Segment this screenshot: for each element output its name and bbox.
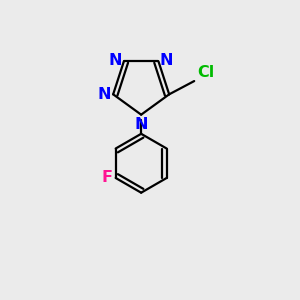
Text: N: N [134,117,148,132]
Text: N: N [108,53,122,68]
Text: F: F [101,170,112,185]
Text: N: N [160,53,173,68]
Text: Cl: Cl [197,64,214,80]
Text: N: N [97,87,111,102]
